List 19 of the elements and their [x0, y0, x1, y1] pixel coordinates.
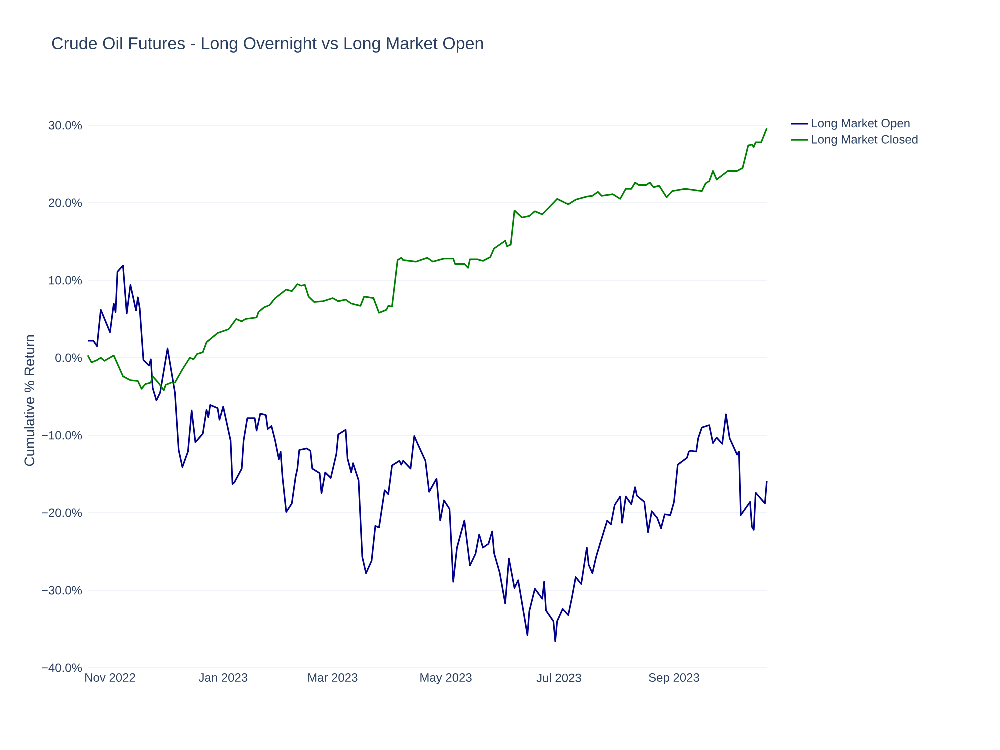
y-tick-label: 10.0%	[49, 276, 82, 285]
y-tick-label: 0.0%	[56, 354, 82, 362]
x-tick-label: Sep 2023	[649, 674, 700, 684]
line-series	[87, 264, 768, 642]
y-tick-label: −10.0%	[42, 431, 82, 440]
y-tick-label: 20.0%	[49, 198, 82, 208]
y-tick-label: −30.0%	[42, 586, 82, 595]
legend-label: Long Market Open	[812, 118, 910, 130]
y-tick-label: −20.0%	[42, 508, 82, 518]
y-axis-title: Cumulative % Return	[24, 336, 35, 466]
x-tick-label: Nov 2022	[86, 674, 136, 682]
chart-title: Crude Oil Futures - Long Overnight vs Long Market Open	[52, 37, 484, 53]
x-tick-label: Jul 2023	[536, 674, 582, 682]
x-tick-label: Mar 2023	[308, 674, 358, 682]
legend-label: Long Market Closed	[812, 135, 918, 146]
x-tick-label: Jan 2023	[198, 674, 248, 682]
x-tick-label: May 2023	[420, 674, 472, 684]
y-tick-label: −40.0%	[42, 664, 82, 672]
y-tick-label: 30.0%	[48, 121, 82, 130]
